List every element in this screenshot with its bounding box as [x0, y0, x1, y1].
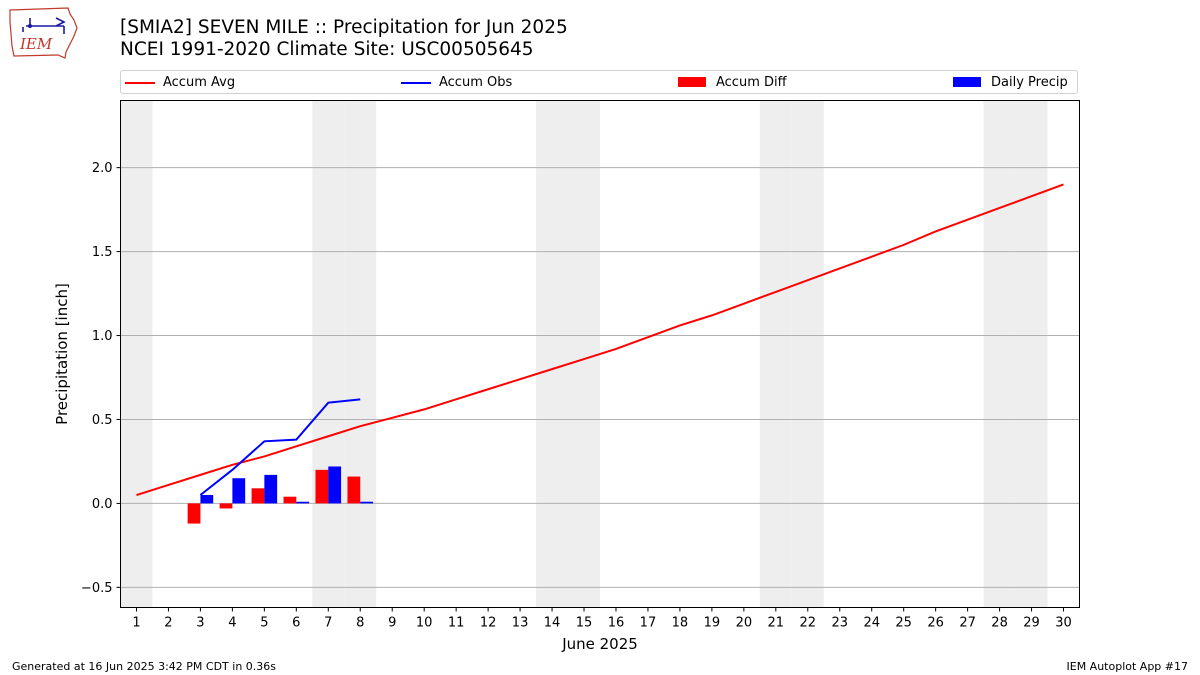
x-tick-label: 23 — [831, 616, 848, 631]
bars — [187, 466, 374, 524]
chart-title: [SMIA2] SEVEN MILE :: Precipitation for … — [120, 17, 568, 38]
app-credit: IEM Autoplot App #17 — [1066, 660, 1189, 673]
x-tick-label: 24 — [863, 616, 880, 631]
x-tick-label: 15 — [576, 616, 593, 631]
x-tick-label: 4 — [228, 616, 236, 631]
y-tick-label: 1.5 — [92, 245, 113, 260]
x-tick-label: 21 — [768, 616, 785, 631]
bar-accum-diff — [251, 488, 265, 504]
bar-accum-diff — [283, 496, 297, 504]
chart-subtitle: NCEI 1991-2020 Climate Site: USC00505645 — [120, 39, 534, 60]
legend-swatch-daily-precip — [953, 77, 981, 87]
x-tick-label: 9 — [388, 616, 396, 631]
bar-daily-precip — [296, 501, 310, 504]
x-tick-label: 10 — [416, 616, 433, 631]
x-tick-label: 17 — [640, 616, 657, 631]
weekend-band — [759, 100, 792, 608]
weather-station-icon — [22, 17, 66, 34]
x-tick-label: 6 — [292, 616, 300, 631]
weekend-shading — [120, 100, 1048, 608]
bar-daily-precip — [360, 501, 374, 504]
line-accum-avg — [136, 183, 1064, 496]
x-tick-label: 18 — [672, 616, 689, 631]
x-axis-ticks: 1 2 3 4 5 6 7 8 9 10 11 12 13 14 15 16 17 18 19 20 21 22 23 24 2… — [132, 607, 1072, 631]
bar-daily-precip — [232, 478, 246, 504]
bar-accum-diff — [315, 469, 329, 504]
x-tick-label: 2 — [164, 616, 172, 631]
weekend-band — [312, 100, 345, 608]
weekend-band — [120, 100, 153, 608]
x-tick-label: 3 — [196, 616, 204, 631]
x-tick-label: 27 — [959, 616, 976, 631]
x-tick-label: 20 — [736, 616, 753, 631]
x-tick-label: 12 — [480, 616, 497, 631]
bar-daily-precip — [200, 495, 214, 504]
weekend-band — [983, 100, 1016, 608]
x-tick-label: 11 — [448, 616, 465, 631]
legend-label-accum-avg: Accum Avg — [163, 75, 236, 90]
legend-swatch-accum-diff — [678, 77, 706, 87]
grid-lines — [120, 167, 1080, 588]
bar-daily-precip — [328, 466, 342, 504]
x-tick-label: 8 — [356, 616, 364, 631]
weekend-band — [791, 100, 824, 608]
x-tick-label: 14 — [544, 616, 561, 631]
y-tick-label: 0.5 — [92, 413, 113, 428]
x-tick-label: 5 — [260, 616, 268, 631]
legend-swatch-accum-avg — [125, 82, 155, 84]
bar-accum-diff — [347, 476, 361, 504]
weekend-band — [568, 100, 600, 608]
x-tick-label: 16 — [608, 616, 625, 631]
legend-label-accum-diff: Accum Diff — [716, 75, 787, 90]
bar-daily-precip — [264, 474, 278, 504]
weekend-band — [344, 100, 377, 608]
series-lines — [136, 183, 1064, 496]
x-tick-label: 30 — [1055, 616, 1072, 631]
y-tick-label: −0.5 — [81, 581, 113, 596]
x-tick-label: 26 — [927, 616, 944, 631]
x-tick-label: 22 — [800, 616, 817, 631]
x-tick-label: 13 — [512, 616, 529, 631]
bar-accum-diff — [219, 503, 233, 509]
weekend-band — [1015, 100, 1048, 608]
legend: Accum Avg Accum Obs Accum Diff Daily Pre… — [120, 70, 1078, 94]
legend-swatch-accum-obs — [401, 82, 431, 84]
line-accum-obs — [199, 398, 361, 496]
generated-timestamp: Generated at 16 Jun 2025 3:42 PM CDT in … — [12, 660, 277, 673]
x-tick-label: 19 — [704, 616, 721, 631]
legend-label-accum-obs: Accum Obs — [439, 75, 513, 90]
x-tick-label: 1 — [132, 616, 140, 631]
y-tick-label: 2.0 — [92, 161, 113, 176]
weekend-band — [536, 100, 569, 608]
y-tick-label: 0.0 — [92, 497, 113, 512]
y-axis-ticks: −0.5 0.0 0.5 1.0 1.5 2.0 — [81, 161, 121, 596]
plot-frame — [120, 100, 1080, 608]
bar-accum-diff — [187, 503, 201, 524]
x-tick-label: 25 — [895, 616, 912, 631]
x-tick-label: 28 — [991, 616, 1008, 631]
iem-logo: IEM — [9, 7, 78, 59]
y-axis-label: Precipitation [inch] — [53, 283, 71, 425]
x-tick-label: 29 — [1023, 616, 1040, 631]
y-tick-label: 1.0 — [92, 329, 113, 344]
x-axis-label: June 2025 — [561, 635, 638, 653]
legend-label-daily-precip: Daily Precip — [991, 75, 1068, 90]
x-tick-label: 7 — [324, 616, 332, 631]
logo-text: IEM — [19, 35, 53, 53]
